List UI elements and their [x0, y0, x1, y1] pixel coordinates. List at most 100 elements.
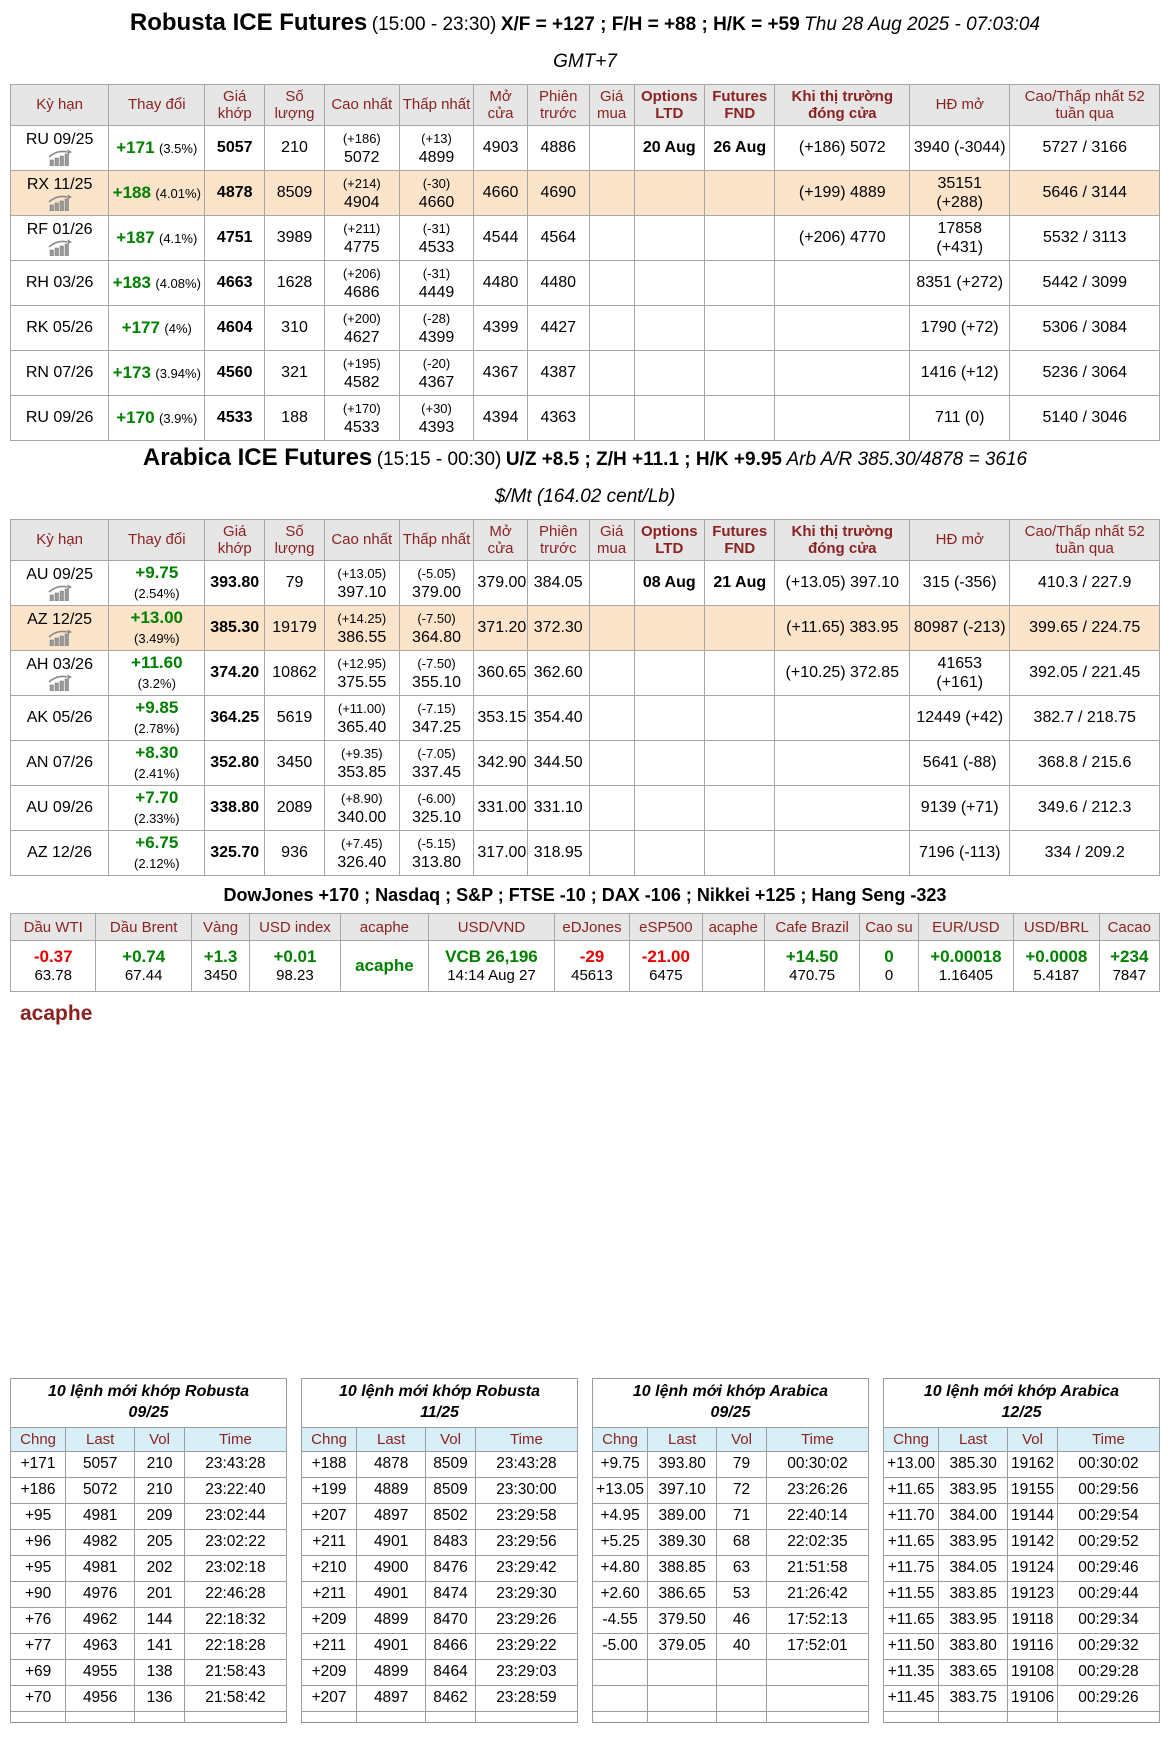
- column-header: Options LTD: [633, 84, 706, 126]
- order-cell: +77: [9, 1632, 67, 1660]
- order-cell: 21:51:58: [765, 1554, 870, 1582]
- change-percent: (3.5%): [159, 140, 198, 156]
- cell-volume: 8509: [264, 170, 325, 216]
- market-name: Arabica ICE Futures: [142, 444, 373, 471]
- empty-space: [10, 1026, 1160, 1378]
- cell-change: +187 (4.1%): [108, 215, 206, 261]
- cell-open: 379.00: [473, 560, 528, 606]
- cell-low: (-7.50) 355.10: [398, 650, 475, 696]
- cell-prev-session: 4387: [526, 350, 590, 396]
- trading-hours: (15:15 - 00:30): [376, 449, 502, 470]
- cell-last-price: 374.20: [204, 650, 266, 696]
- order-cell: +11.50: [882, 1632, 940, 1660]
- column-header: Vol: [716, 1426, 767, 1452]
- table-row: +76 4962 144 22:18:32: [9, 1606, 288, 1634]
- market-level: 63.78: [34, 967, 72, 985]
- market-change: +0.01: [273, 947, 317, 966]
- order-cell: 00:29:56: [1056, 1476, 1161, 1504]
- futures-section: Arabica ICE Futures (15:15 - 00:30) U/Z …: [9, 443, 1160, 876]
- order-cell: 4900: [356, 1554, 427, 1582]
- low-change: (-7.50): [417, 610, 456, 626]
- table-row: +207 4897 8462 23:28:59: [300, 1684, 579, 1712]
- order-cell: 8476: [425, 1554, 476, 1582]
- low-value: 4449: [418, 284, 455, 301]
- cell-open: 342.90: [473, 740, 528, 786]
- order-cell: 19142: [1007, 1528, 1058, 1556]
- clipped-row-body: [9, 1710, 288, 1723]
- order-cell: +76: [9, 1606, 67, 1634]
- cell-52week-range: 5727 / 3166: [1009, 125, 1160, 171]
- cell-open-interest: 12449 (+42): [909, 695, 1011, 741]
- cell-last-price: 4533: [204, 395, 266, 441]
- order-table-contract: 09/25: [128, 1403, 169, 1421]
- table-row: +11.55 383.85 19123 00:29:44: [882, 1580, 1161, 1608]
- order-cell: 4889: [356, 1476, 427, 1504]
- cell-last-price: 4751: [204, 215, 266, 261]
- low-value: 347.25: [412, 719, 461, 736]
- market-cell: -0.37 63.78: [9, 940, 97, 992]
- cell-bid: [588, 830, 635, 876]
- cell-high: (+214) 4904: [323, 170, 400, 216]
- order-cell: +69: [9, 1658, 67, 1686]
- column-header: Last: [65, 1426, 136, 1452]
- order-cell: +11.70: [882, 1502, 940, 1530]
- order-cell: 4962: [65, 1606, 136, 1634]
- high-change: (+200): [342, 310, 381, 326]
- cell-bid: [588, 560, 635, 606]
- order-cell: +9.75: [591, 1450, 649, 1478]
- column-header: eDJones: [553, 913, 631, 941]
- cell-high: (+12.95) 375.55: [323, 650, 400, 696]
- cell-high: (+8.90) 340.00: [323, 785, 400, 831]
- cell-last-price: 4878: [204, 170, 266, 216]
- column-header: USD/VND: [428, 913, 555, 941]
- order-cell: 00:30:02: [1056, 1450, 1161, 1478]
- order-cell: 386.65: [647, 1580, 718, 1608]
- column-header: Vol: [1007, 1426, 1058, 1452]
- cell-bid: [588, 350, 635, 396]
- order-cell: 71: [716, 1502, 767, 1530]
- market-change: -29: [579, 947, 605, 966]
- title-tail-text: Arb A/R 385.30/4878 = 3616: [786, 449, 1028, 470]
- order-cell: 8466: [425, 1632, 476, 1660]
- cell-low: (-5.15) 313.80: [398, 830, 475, 876]
- cell-contract: AZ 12/26: [9, 830, 110, 876]
- column-header: Cao nhất: [323, 84, 400, 126]
- table-row: +11.70 384.00 19144 00:29:54: [882, 1502, 1161, 1530]
- order-cell: +210: [300, 1554, 358, 1582]
- order-cell: +13.05: [591, 1476, 649, 1504]
- order-cell: 5072: [65, 1476, 136, 1504]
- cell-options-ltd: [633, 305, 706, 351]
- order-cell: +11.35: [882, 1658, 940, 1686]
- order-table-title-row: 10 lệnh mới khớp Arabica 12/25: [883, 1378, 1160, 1428]
- order-cell: 40: [716, 1632, 767, 1660]
- low-change: (+30): [421, 400, 452, 416]
- cell-options-ltd: [633, 785, 706, 831]
- market-level: 6475: [649, 967, 683, 985]
- change-percent: (3.2%): [137, 675, 176, 691]
- order-cell: 8509: [425, 1450, 476, 1478]
- cell-options-ltd: [633, 350, 706, 396]
- cell-contract: RX 11/25: [9, 170, 110, 216]
- cell-change: +13.00 (3.49%): [108, 605, 206, 651]
- cell-bid: [588, 125, 635, 171]
- change-value: +9.85: [135, 698, 179, 718]
- table-row: +188 4878 8509 23:43:28: [300, 1450, 579, 1478]
- change-percent: (2.41%): [134, 765, 180, 781]
- high-change: (+7.45): [341, 835, 383, 851]
- column-header: Giá mua: [588, 519, 635, 561]
- order-cell: 397.10: [647, 1476, 718, 1504]
- column-header: Dầu Brent: [95, 913, 192, 941]
- change-percent: (4.01%): [155, 185, 201, 201]
- order-cell: 383.95: [938, 1528, 1009, 1556]
- low-change: (-5.15): [417, 835, 456, 851]
- market-level: 98.23: [276, 967, 314, 985]
- cell-bid: [588, 260, 635, 306]
- table-row: +90 4976 201 22:46:28: [9, 1580, 288, 1608]
- contract-label: AU 09/26: [26, 799, 93, 817]
- cell-futures-fnd: [704, 605, 776, 651]
- order-cell: 23:43:28: [183, 1450, 288, 1478]
- low-change: (-31): [422, 220, 451, 236]
- order-cell: +90: [9, 1580, 67, 1608]
- cell-options-ltd: [633, 215, 706, 261]
- high-value: 340.00: [337, 809, 387, 826]
